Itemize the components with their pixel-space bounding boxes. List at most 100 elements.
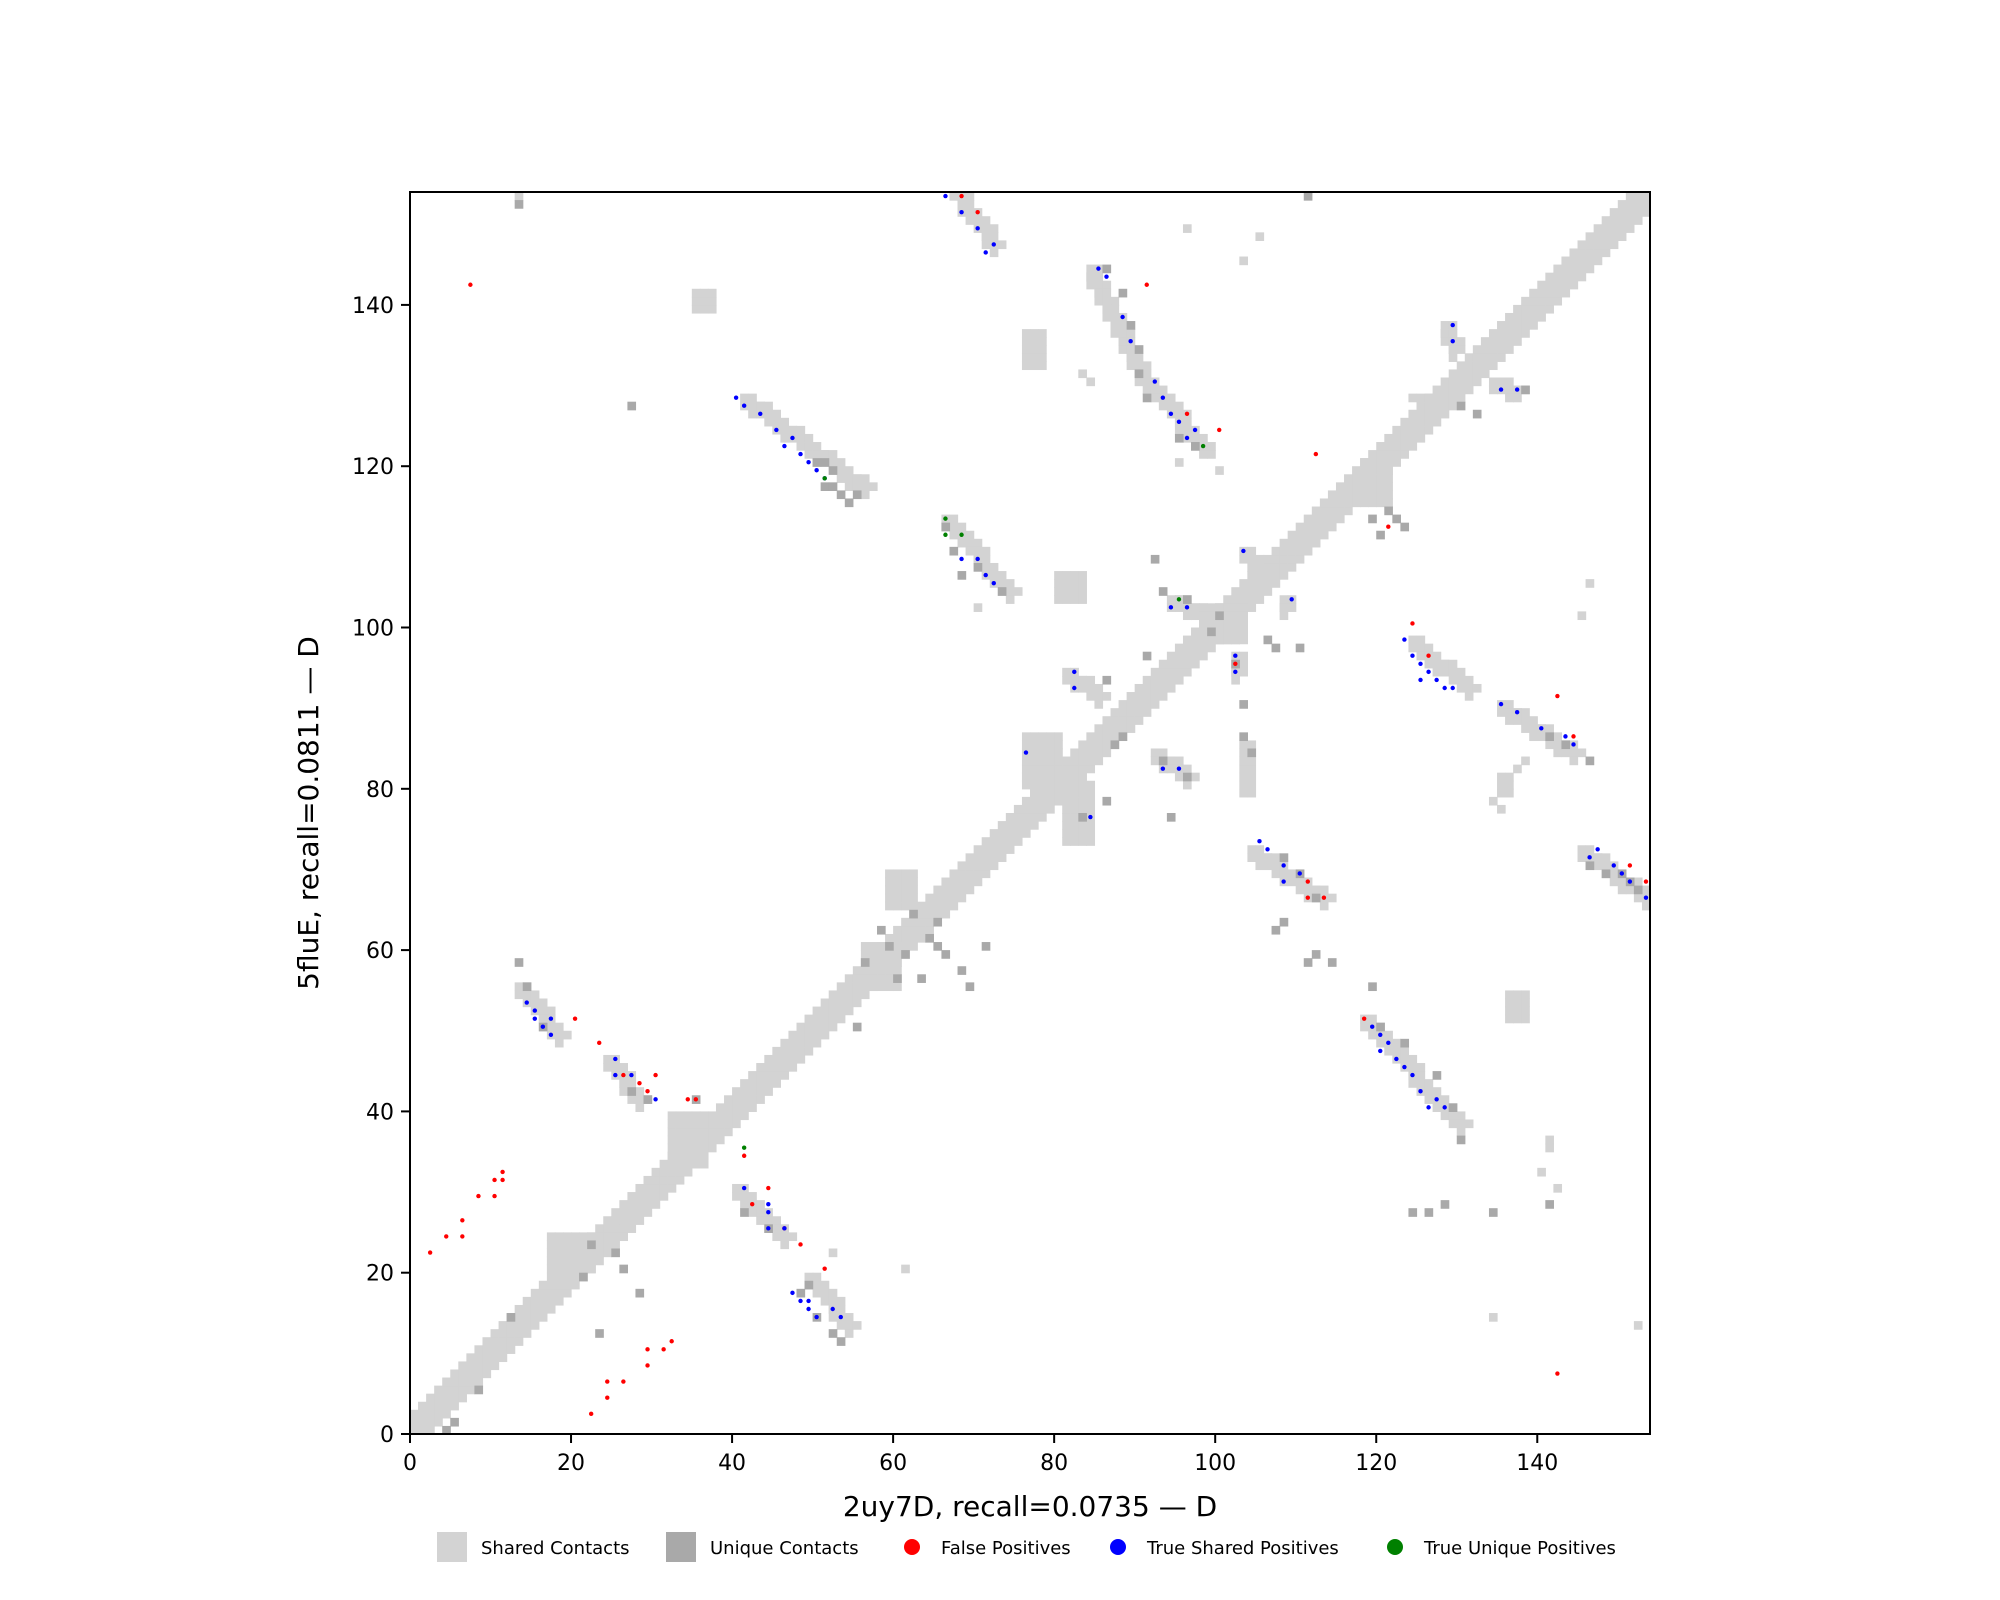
- shared-contact-cell: [1166, 595, 1176, 604]
- true-shared-positive-point: [838, 1314, 843, 1320]
- shared-contact-cell: [1078, 740, 1087, 750]
- shared-contact-cell: [748, 393, 757, 403]
- shared-contact-cell: [635, 1087, 645, 1096]
- shared-contact-cell: [1078, 796, 1087, 806]
- shared-contact-cell: [1617, 877, 1627, 887]
- shared-contact-cell: [1472, 361, 1482, 371]
- shared-contact-cell: [1054, 756, 1063, 766]
- shared-contact-cell: [1376, 442, 1385, 451]
- unique-contact-cell: [941, 950, 951, 959]
- shared-contact-cell: [1086, 788, 1096, 798]
- shared-contact-cell: [1335, 490, 1345, 500]
- shared-contact-cell: [699, 1151, 709, 1161]
- shared-contact-cell: [732, 1192, 741, 1201]
- shared-contact-cell: [1239, 780, 1249, 790]
- shared-contact-cell: [458, 1361, 467, 1371]
- shared-contact-cell: [1263, 571, 1273, 580]
- shared-contact-cell: [1327, 893, 1337, 903]
- shared-contact-cell: [1416, 1071, 1426, 1080]
- shared-contact-cell: [997, 829, 1007, 838]
- shared-contact-cell: [667, 1135, 677, 1145]
- unique-contact-cell: [973, 562, 983, 572]
- shared-contact-cell: [1271, 571, 1281, 580]
- shared-contact-cell: [1327, 506, 1337, 516]
- shared-contact-cell: [1617, 224, 1627, 233]
- shared-contact-cell: [764, 1054, 773, 1064]
- unique-contact-cell: [627, 401, 637, 411]
- shared-contact-cell: [1038, 345, 1047, 354]
- shared-contact-cell: [595, 1240, 604, 1250]
- shared-contact-cell: [1102, 740, 1112, 750]
- shared-contact-cell: [1223, 611, 1232, 621]
- shared-contact-cell: [675, 1159, 685, 1169]
- shared-contact-cell: [1005, 579, 1015, 588]
- shared-contact-cell: [1416, 1063, 1426, 1072]
- shared-contact-cell: [1432, 393, 1442, 403]
- shared-contact-cell: [804, 1038, 814, 1048]
- shared-contact-cell: [893, 877, 902, 887]
- true-shared-positive-point: [806, 1298, 811, 1304]
- shared-contact-cell: [1062, 571, 1071, 580]
- unique-contact-cell: [804, 1280, 814, 1290]
- true-shared-positive-point: [782, 443, 787, 449]
- shared-contact-cell: [1440, 667, 1450, 677]
- shared-contact-cell: [868, 482, 878, 492]
- shared-contact-cell: [1625, 216, 1635, 225]
- unique-contact-cell: [877, 925, 886, 935]
- unique-contact-cell: [836, 490, 846, 500]
- false-positive-point: [476, 1193, 481, 1199]
- shared-contact-cell: [1102, 296, 1112, 306]
- shared-contact-cell: [1641, 901, 1651, 911]
- shared-contact-cell: [748, 401, 757, 411]
- shared-contact-cell: [1102, 312, 1112, 322]
- shared-contact-cell: [1046, 756, 1055, 766]
- shared-contact-cell: [627, 1208, 637, 1217]
- shared-contact-cell: [587, 1232, 596, 1242]
- shared-contact-cell: [1537, 304, 1546, 314]
- shared-contact-cell: [1005, 845, 1015, 854]
- shared-contact-cell: [1279, 869, 1289, 879]
- shared-contact-cell: [1231, 675, 1240, 685]
- shared-contact-cell: [1593, 853, 1603, 862]
- shared-contact-cell: [965, 546, 975, 556]
- shared-contact-cell: [1054, 748, 1063, 758]
- shared-contact-cell: [538, 1296, 548, 1306]
- shared-contact-cell: [562, 1264, 572, 1274]
- shared-contact-cell: [1303, 514, 1313, 524]
- shared-contact-cell: [981, 861, 991, 871]
- unique-contact-cell: [1311, 893, 1321, 903]
- shared-contact-cell: [1480, 361, 1490, 371]
- shared-contact-cell: [1521, 296, 1530, 306]
- shared-contact-cell: [1247, 845, 1257, 854]
- shared-contact-cell: [1319, 522, 1329, 532]
- true-shared-positive-point: [766, 1226, 771, 1231]
- shared-contact-cell: [627, 1224, 637, 1233]
- shared-contact-cell: [1327, 514, 1337, 524]
- shared-contact-cell: [1263, 861, 1273, 871]
- shared-contact-cell: [1005, 821, 1015, 830]
- unique-contact-cell: [1166, 813, 1176, 822]
- true-shared-positive-point: [943, 193, 948, 199]
- false-positive-point: [1217, 427, 1222, 433]
- shared-contact-cell: [554, 1022, 564, 1032]
- shared-contact-cell: [780, 425, 790, 435]
- shared-contact-cell: [1601, 240, 1611, 250]
- shared-contact-cell: [1086, 740, 1096, 750]
- shared-contact-cell: [877, 974, 886, 983]
- shared-contact-cell: [595, 1248, 604, 1258]
- shared-contact-cell: [1497, 780, 1506, 790]
- shared-contact-cell: [707, 1143, 717, 1153]
- shared-contact-cell: [1062, 796, 1071, 806]
- false-positive-point: [975, 209, 980, 215]
- shared-contact-cell: [1239, 627, 1249, 637]
- shared-contact-cell: [997, 571, 1007, 580]
- shared-contact-cell: [659, 1167, 669, 1177]
- shared-contact-cell: [426, 1417, 435, 1427]
- shared-contact-cell: [1311, 506, 1321, 516]
- shared-contact-cell: [973, 877, 983, 887]
- shared-contact-cell: [909, 917, 918, 927]
- unique-contact-cell: [1158, 587, 1168, 596]
- shared-contact-cell: [1287, 554, 1297, 564]
- shared-contact-cell: [667, 1175, 677, 1185]
- shared-contact-cell: [1448, 401, 1458, 411]
